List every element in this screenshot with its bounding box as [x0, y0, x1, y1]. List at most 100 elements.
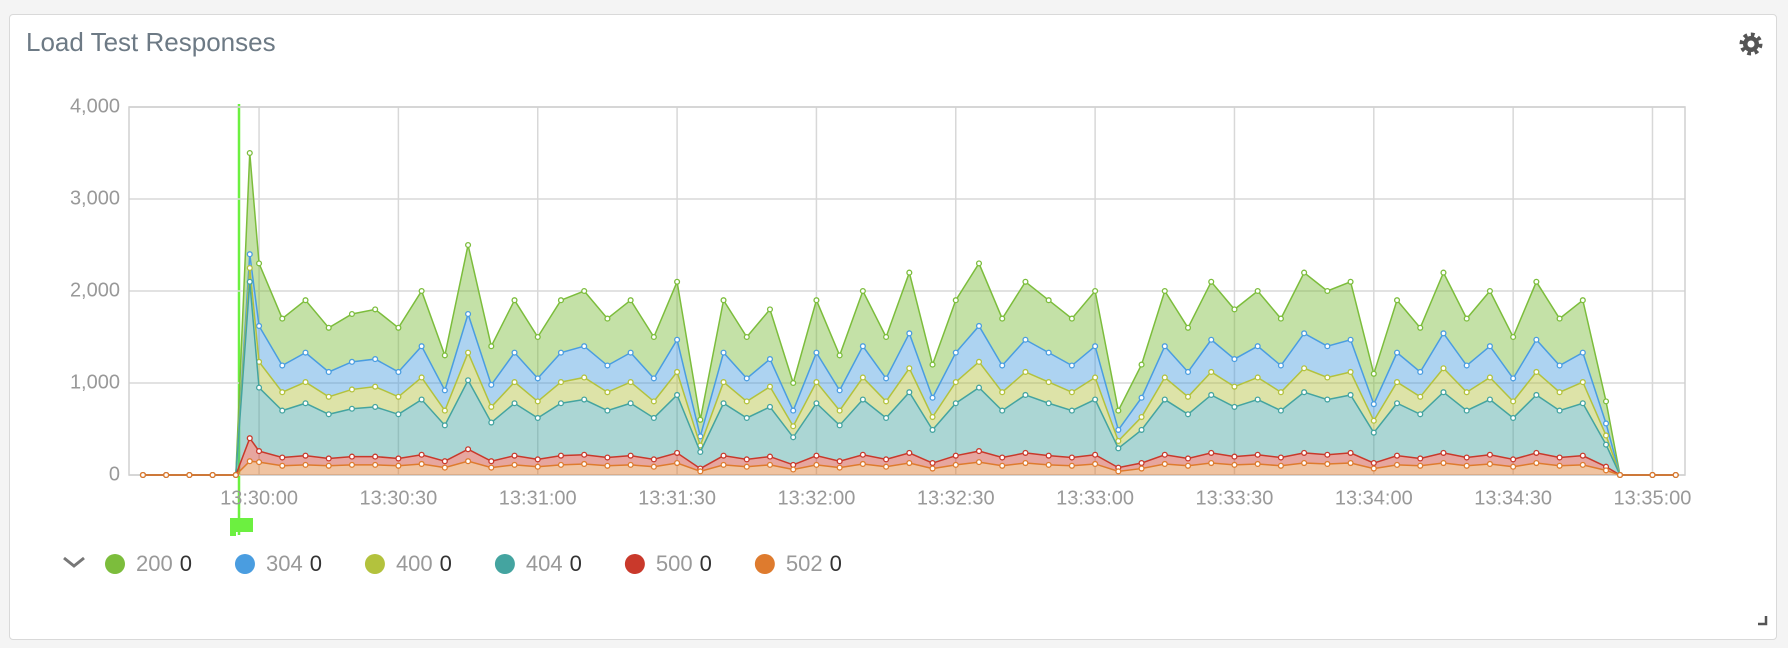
- x-tick-label: 13:30:00: [220, 487, 298, 509]
- point: [836, 387, 843, 394]
- point: [650, 398, 657, 405]
- point: [372, 383, 379, 390]
- x-tick-label: 13:31:30: [638, 487, 716, 509]
- point: [1370, 370, 1377, 377]
- point: [743, 414, 750, 422]
- area: [142, 153, 1676, 475]
- legend-label: 404: [526, 551, 563, 576]
- resize-handle[interactable]: [1758, 616, 1768, 626]
- point: [859, 343, 866, 350]
- point: [1138, 459, 1145, 467]
- point: [999, 462, 1006, 469]
- point: [557, 297, 565, 304]
- point: [1556, 362, 1563, 369]
- point: [1161, 287, 1168, 295]
- point: [395, 411, 402, 418]
- point: [859, 287, 866, 295]
- point: [163, 471, 170, 479]
- point: [1579, 400, 1586, 407]
- point: [1301, 449, 1308, 456]
- legend-item[interactable]: 502 0: [754, 551, 842, 576]
- point: [1533, 459, 1540, 467]
- line: [142, 460, 1676, 476]
- point: [883, 463, 890, 470]
- line: [142, 152, 1676, 476]
- point: [766, 453, 774, 460]
- line: [142, 436, 1676, 476]
- point: [975, 448, 983, 455]
- settings-icon[interactable]: [1739, 32, 1763, 56]
- point: [1347, 391, 1354, 399]
- point: [720, 297, 727, 304]
- event-marker: [230, 104, 253, 536]
- point: [650, 333, 657, 341]
- point: [1463, 389, 1470, 396]
- panel-title: Load Test Responses: [26, 27, 276, 57]
- legend-item[interactable]: 400 0: [364, 551, 452, 576]
- point: [906, 269, 913, 276]
- point: [1138, 413, 1145, 421]
- point: [975, 322, 983, 330]
- point: [302, 461, 309, 468]
- point: [325, 324, 332, 331]
- point: [1417, 455, 1424, 462]
- point: [743, 463, 750, 470]
- point: [256, 384, 263, 391]
- point: [348, 310, 355, 318]
- event-flag[interactable]: [230, 518, 253, 536]
- legend-item[interactable]: 200 0: [105, 551, 192, 576]
- point: [1138, 361, 1145, 368]
- point: [441, 458, 448, 465]
- gear-teeth: [1739, 32, 1763, 56]
- point: [325, 411, 332, 418]
- legend-toggle[interactable]: [63, 556, 85, 568]
- point: [999, 362, 1006, 369]
- point: [674, 459, 681, 467]
- point: [627, 400, 634, 407]
- point: [511, 400, 518, 407]
- point: [511, 452, 518, 459]
- legend-item[interactable]: 304 0: [234, 551, 322, 576]
- point: [1045, 400, 1052, 407]
- point: [1092, 451, 1099, 458]
- point: [1045, 297, 1052, 304]
- point: [929, 426, 936, 433]
- point: [1602, 398, 1610, 405]
- point: [209, 471, 216, 479]
- point: [1393, 400, 1401, 407]
- point: [1602, 467, 1610, 474]
- point: [395, 462, 402, 469]
- point: [534, 463, 541, 470]
- point: [627, 461, 634, 468]
- point: [952, 349, 959, 356]
- point: [813, 400, 820, 407]
- gear-hole: [1747, 40, 1755, 48]
- point: [1649, 471, 1656, 479]
- point: [999, 407, 1006, 414]
- point: [1533, 336, 1540, 343]
- legend-item[interactable]: 404 0: [494, 551, 582, 576]
- point: [395, 368, 402, 376]
- point: [1208, 459, 1215, 467]
- legend-label: 304: [266, 551, 303, 576]
- x-tick-label: 13:33:00: [1056, 487, 1134, 509]
- y-tick-label: 0: [109, 463, 120, 485]
- point: [1231, 403, 1238, 410]
- point: [441, 464, 448, 471]
- point: [1417, 324, 1424, 331]
- point: [604, 454, 611, 461]
- point: [1324, 460, 1331, 468]
- point: [952, 452, 959, 459]
- point: [1301, 389, 1308, 396]
- x-tick-label: 13:32:00: [777, 487, 855, 509]
- point: [1138, 394, 1145, 401]
- area: [142, 281, 1676, 475]
- point: [1138, 426, 1145, 433]
- point: [1045, 452, 1052, 459]
- point: [418, 374, 425, 381]
- point: [1115, 437, 1122, 445]
- point: [883, 398, 890, 405]
- point: [1068, 315, 1075, 322]
- point: [465, 241, 472, 249]
- legend-item[interactable]: 500 0: [624, 551, 712, 576]
